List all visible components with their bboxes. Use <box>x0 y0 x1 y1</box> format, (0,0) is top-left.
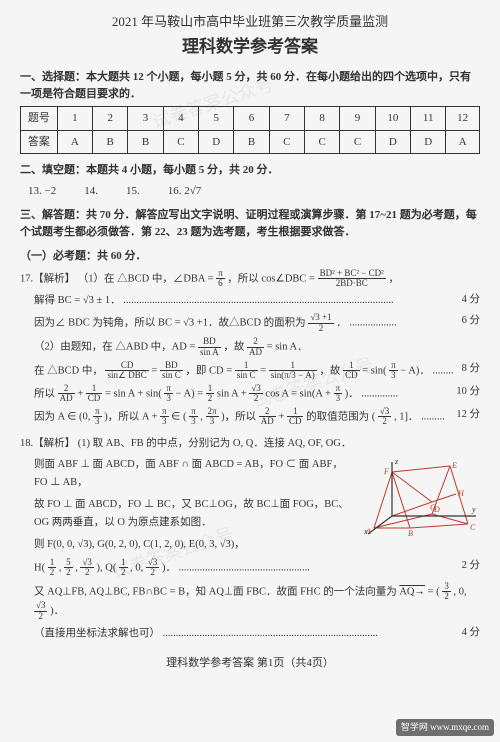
col-num: 12 <box>446 107 480 131</box>
q18-line1: 18.【解析】 (1) 取 AB、FB 的中点，分别记为 O, Q．连接 AQ,… <box>20 435 480 453</box>
q18-note: （直接用坐标法求解也可） ...........................… <box>20 625 480 643</box>
q18-coords2: H( 12 , 52 , √32 ), Q( 12 , 0, √32 )． ..… <box>20 558 480 578</box>
q17-step-bc: 解得 BC = √3 ± 1． ........................… <box>20 292 480 310</box>
q17-step-area: 因为∠ BDC 为钝角，所以 BC = √3 +1．故△BCD 的面积为 √3 … <box>20 313 480 333</box>
col-num: 11 <box>411 107 446 131</box>
table-row: 题号 1 2 3 4 5 6 7 8 9 10 11 12 <box>21 107 480 131</box>
fill-item: 14. <box>84 183 98 200</box>
col-num: 2 <box>93 107 128 131</box>
ans-cell: C <box>340 130 375 154</box>
ans-cell: B <box>234 130 269 154</box>
page-footer: 理科数学参考答案 第1页（共4页） <box>20 655 480 672</box>
svg-text:E: E <box>451 461 457 470</box>
score-10: 10 分 <box>456 384 480 400</box>
q17-part2-c: 所以 2AD + 1CD = sin A + sin( π3 − A) = 12… <box>20 384 480 404</box>
ans-cell: A <box>446 130 480 154</box>
section1-heading: 一、选择题：本大题共 12 个小题，每小题 5 分，共 60 分．在每小题给出的… <box>20 69 480 102</box>
svg-text:z: z <box>394 458 399 466</box>
svg-text:B: B <box>408 529 413 536</box>
score-4: 4 分 <box>462 292 480 308</box>
q17-part2-b: 在 △BCD 中， CDsin∠ DBC = BDsin C ，即 CD = 1… <box>20 361 480 381</box>
corner-watermark: 智学网 www.mxqe.com <box>396 719 494 737</box>
fill-item: 16. 2√7 <box>168 183 202 200</box>
q18-coords1: 则 F(0, 0, √3), G(0, 2, 0), C(1, 2, 0), E… <box>20 536 480 554</box>
ans-cell: D <box>375 130 410 154</box>
exam-title: 理科数学参考答案 <box>20 34 480 60</box>
section3-heading: 三、解答题：共 70 分．解答应写出文字说明、证明过程或演算步骤．第 17~21… <box>20 207 480 240</box>
ans-cell: B <box>93 130 128 154</box>
section2-heading: 二、填空题：本题共 4 小题，每小题 5 分，共 20 分． <box>20 162 480 179</box>
col-num: 7 <box>269 107 304 131</box>
q17-line1: 17.【解析】 （1）在 △BCD 中，∠DBA = π6 ，所以 cos∠DB… <box>20 269 480 289</box>
svg-text:G: G <box>430 503 436 512</box>
fill-item: 13. −2 <box>28 183 56 200</box>
col-num: 1 <box>57 107 92 131</box>
col-num: 10 <box>375 107 410 131</box>
geometry-diagram: FEABCDGHzxy <box>360 458 480 536</box>
table-row: 答案 A B B C D B C C C D D A <box>21 130 480 154</box>
score-4b: 4 分 <box>462 625 480 641</box>
col-num: 4 <box>163 107 198 131</box>
col-num: 8 <box>305 107 340 131</box>
ans-cell: C <box>163 130 198 154</box>
svg-text:y: y <box>471 505 476 514</box>
answer-table: 题号 1 2 3 4 5 6 7 8 9 10 11 12 答案 A B B C… <box>20 106 480 154</box>
q17-part2-a: （2）由题知，在 △ABD 中，AD = BDsin A ，故 2AD = si… <box>20 337 480 357</box>
ans-cell: D <box>199 130 234 154</box>
col-num: 5 <box>199 107 234 131</box>
section3-sub: （一）必考题：共 60 分． <box>20 248 480 265</box>
ans-cell: D <box>411 130 446 154</box>
svg-text:F: F <box>383 467 389 476</box>
col-num: 3 <box>128 107 163 131</box>
row-label-ans: 答案 <box>21 130 58 154</box>
row-label-num: 题号 <box>21 107 58 131</box>
svg-text:H: H <box>457 489 465 498</box>
ans-cell: C <box>269 130 304 154</box>
score-12: 12 分 <box>456 407 480 423</box>
svg-text:C: C <box>470 523 476 532</box>
ans-cell: A <box>57 130 92 154</box>
col-num: 9 <box>340 107 375 131</box>
ans-cell: B <box>128 130 163 154</box>
score-2: 2 分 <box>462 558 480 574</box>
score-8: 8 分 <box>462 361 480 377</box>
ans-cell: C <box>305 130 340 154</box>
q18-normal: 又 AQ⊥FB, AQ⊥BC, FB∩BC = B，知 AQ⊥面 FBC．故面 … <box>20 582 480 622</box>
score-6: 6 分 <box>462 313 480 329</box>
fill-answers: 13. −2 14. 15. 16. 2√7 <box>28 183 480 200</box>
col-num: 6 <box>234 107 269 131</box>
svg-text:x: x <box>363 527 368 536</box>
q17-label: 17.【解析】 <box>20 273 75 284</box>
exam-subtitle: 2021 年马鞍山市高中毕业班第三次教学质量监测 <box>20 12 480 32</box>
title-block: 2021 年马鞍山市高中毕业班第三次教学质量监测 理科数学参考答案 <box>20 12 480 59</box>
q18-label: 18.【解析】 <box>20 438 75 449</box>
q17-part2-d: 因为 A ∈ (0, π3 )，所以 A + π3 ∈ ( π3 , 2π3 )… <box>20 407 480 427</box>
fill-item: 15. <box>126 183 140 200</box>
